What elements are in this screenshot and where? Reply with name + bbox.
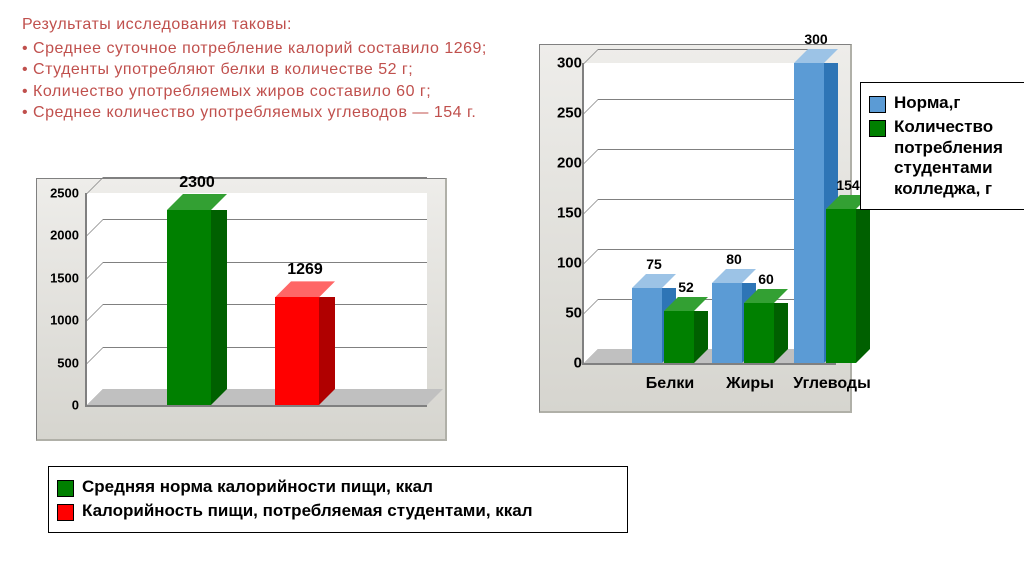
legend-label: Количество потребления студентами коллед… — [894, 117, 1021, 199]
chart2-ytick: 150 — [557, 205, 582, 222]
chart1-ytick: 2500 — [50, 186, 79, 201]
chart1-ytick: 1000 — [50, 313, 79, 328]
intro-line-1: Студенты употребляют белки в количестве … — [22, 59, 542, 81]
chart1-ytick: 0 — [72, 398, 79, 413]
chart2-ytick: 200 — [557, 155, 582, 172]
chart2-ytick: 0 — [574, 355, 582, 372]
nutrient-legend: Норма,г Количество потребления студентам… — [860, 82, 1024, 210]
legend-label: Норма,г — [894, 93, 960, 113]
legend-label: Средняя норма калорийности пищи, ккал — [82, 477, 433, 497]
chart2-plot: 75 52 80 60 300 — [582, 63, 836, 365]
calorie-chart: 0 500 1000 1500 2000 2500 2300 1269 — [36, 178, 447, 441]
nutrient-chart: 050100150200250300 75 52 80 60 — [539, 44, 852, 413]
legend1-item: Средняя норма калорийности пищи, ккал — [57, 477, 617, 497]
intro-line-0: Среднее суточное потребление калорий сос… — [22, 38, 542, 60]
chart1-plot: 2300 1269 — [85, 193, 427, 407]
intro-line-3: Среднее количество употребляемых углевод… — [22, 102, 542, 124]
chart2-ytick: 250 — [557, 105, 582, 122]
legend-swatch — [57, 480, 74, 497]
chart1-ytick: 500 — [57, 355, 79, 370]
chart1-ytick: 1500 — [50, 270, 79, 285]
chart2-ytick: 300 — [557, 55, 582, 72]
chart1-ytick: 2000 — [50, 228, 79, 243]
legend-swatch — [869, 96, 886, 113]
chart2-xlabel: Белки — [646, 375, 694, 393]
intro-line-2: Количество употребляемых жиров составило… — [22, 81, 542, 103]
intro-block: Результаты исследования таковы: Среднее … — [22, 14, 542, 124]
chart2-ytick: 100 — [557, 255, 582, 272]
legend-label: Калорийность пищи, потребляемая студента… — [82, 501, 533, 521]
chart2-ytick: 50 — [565, 305, 582, 322]
calorie-legend: Средняя норма калорийности пищи, ккал Ка… — [48, 466, 628, 533]
legend1-item: Калорийность пищи, потребляемая студента… — [57, 501, 617, 521]
chart2-xlabel: Углеводы — [793, 375, 870, 393]
legend2-item: Норма,г — [869, 93, 1021, 113]
slide-root: Результаты исследования таковы: Среднее … — [0, 0, 1024, 576]
legend2-item: Количество потребления студентами коллед… — [869, 117, 1021, 199]
chart2-xlabel: Жиры — [726, 375, 774, 393]
intro-title: Результаты исследования таковы: — [22, 14, 542, 36]
legend-swatch — [57, 504, 74, 521]
legend-swatch — [869, 120, 886, 137]
